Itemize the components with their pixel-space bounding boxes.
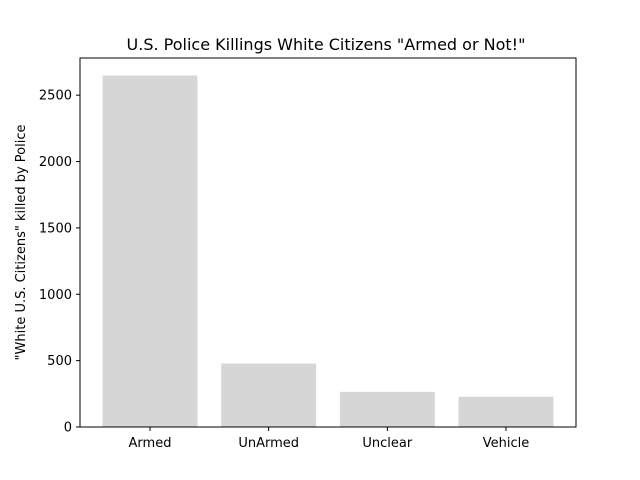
y-tick-label: 2500 (39, 89, 72, 104)
chart-title: U.S. Police Killings White Citizens "Arm… (127, 35, 526, 54)
plot-frame (79, 57, 577, 428)
x-axis-ticks: Armed UnArmed Unclear Vehicle (129, 427, 530, 451)
x-tick-label: Vehicle (483, 436, 530, 451)
x-tick-label: Armed (129, 436, 172, 451)
y-tick-label: 1000 (39, 288, 72, 303)
x-tick-label: UnArmed (238, 436, 299, 451)
bar-unclear (339, 391, 435, 427)
y-axis-ticks: 0 500 1000 1500 2000 2500 (39, 89, 80, 436)
axes-layer (79, 57, 577, 428)
x-tick-label: Unclear (362, 436, 412, 451)
y-tick-label: 500 (47, 354, 72, 369)
bar-unarmed (221, 363, 317, 427)
y-axis-label: "White U.S. Citizens" killed by Police (14, 125, 29, 361)
bar-armed (102, 75, 198, 427)
y-tick-label: 1500 (39, 221, 72, 236)
y-tick-label: 2000 (39, 155, 72, 170)
bars-layer (102, 75, 554, 427)
bar-vehicle (458, 396, 554, 427)
y-tick-label: 0 (64, 421, 72, 436)
